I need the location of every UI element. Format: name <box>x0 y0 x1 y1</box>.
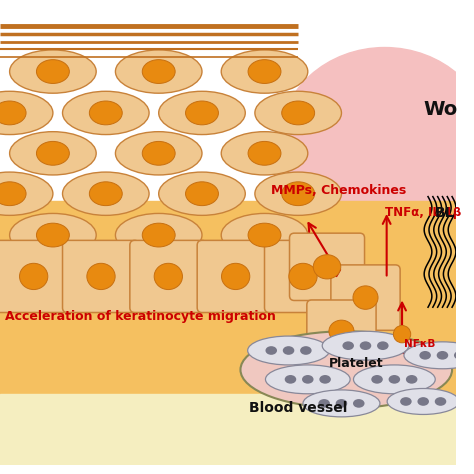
Ellipse shape <box>116 213 202 257</box>
Text: Blood vessel: Blood vessel <box>249 401 347 415</box>
Text: NFκB: NFκB <box>404 339 435 349</box>
Text: Platelet: Platelet <box>328 356 383 370</box>
Ellipse shape <box>285 375 296 383</box>
Ellipse shape <box>142 141 175 165</box>
Text: TNFα, IL-1β: TNFα, IL-1β <box>385 206 461 219</box>
Ellipse shape <box>282 101 315 125</box>
Ellipse shape <box>221 132 308 175</box>
Ellipse shape <box>159 91 245 135</box>
Ellipse shape <box>302 375 314 383</box>
Ellipse shape <box>454 351 465 360</box>
Ellipse shape <box>400 397 412 406</box>
Ellipse shape <box>255 91 341 135</box>
Ellipse shape <box>283 346 294 355</box>
Polygon shape <box>279 312 456 403</box>
Ellipse shape <box>322 331 409 360</box>
Ellipse shape <box>159 172 245 215</box>
Ellipse shape <box>142 223 175 247</box>
Ellipse shape <box>116 50 202 93</box>
Ellipse shape <box>354 365 435 394</box>
Ellipse shape <box>319 399 330 408</box>
Ellipse shape <box>87 263 115 290</box>
FancyBboxPatch shape <box>331 265 400 330</box>
Ellipse shape <box>265 365 350 394</box>
Ellipse shape <box>185 101 219 125</box>
Ellipse shape <box>142 60 175 83</box>
FancyBboxPatch shape <box>197 240 274 312</box>
Ellipse shape <box>63 172 149 215</box>
Text: BL: BL <box>435 206 454 220</box>
Ellipse shape <box>387 389 459 414</box>
Ellipse shape <box>371 375 383 383</box>
Ellipse shape <box>377 341 389 350</box>
Ellipse shape <box>9 213 96 257</box>
Bar <box>298 105 456 317</box>
Ellipse shape <box>221 263 250 290</box>
Ellipse shape <box>248 60 281 83</box>
Ellipse shape <box>221 213 308 257</box>
Ellipse shape <box>329 320 354 342</box>
FancyBboxPatch shape <box>63 240 139 312</box>
Ellipse shape <box>90 101 122 125</box>
Text: MMPs, Chemokines: MMPs, Chemokines <box>271 183 406 197</box>
Ellipse shape <box>313 255 341 279</box>
Ellipse shape <box>342 341 354 350</box>
Ellipse shape <box>282 182 315 206</box>
Ellipse shape <box>36 60 69 83</box>
Ellipse shape <box>240 331 452 408</box>
FancyBboxPatch shape <box>130 240 207 312</box>
Ellipse shape <box>437 351 448 360</box>
Ellipse shape <box>0 101 26 125</box>
Bar <box>0 394 456 465</box>
Bar <box>0 201 456 394</box>
Ellipse shape <box>9 132 96 175</box>
Ellipse shape <box>435 397 447 406</box>
Ellipse shape <box>336 399 347 408</box>
Ellipse shape <box>303 390 380 417</box>
FancyBboxPatch shape <box>264 240 341 312</box>
Ellipse shape <box>116 132 202 175</box>
Ellipse shape <box>0 91 53 135</box>
Ellipse shape <box>248 141 281 165</box>
Ellipse shape <box>248 223 281 247</box>
Ellipse shape <box>255 172 341 215</box>
Ellipse shape <box>360 341 371 350</box>
FancyBboxPatch shape <box>307 300 376 363</box>
FancyBboxPatch shape <box>290 233 365 301</box>
Ellipse shape <box>63 91 149 135</box>
Ellipse shape <box>404 342 474 369</box>
Text: Acceleration of keratinocyte migration: Acceleration of keratinocyte migration <box>5 310 276 323</box>
Ellipse shape <box>265 346 277 355</box>
Ellipse shape <box>393 326 410 343</box>
Ellipse shape <box>19 263 48 290</box>
Ellipse shape <box>300 346 311 355</box>
Ellipse shape <box>319 375 331 383</box>
Ellipse shape <box>0 172 53 215</box>
Ellipse shape <box>90 182 122 206</box>
Ellipse shape <box>289 263 317 290</box>
Ellipse shape <box>221 50 308 93</box>
Ellipse shape <box>353 286 378 310</box>
Ellipse shape <box>353 399 365 408</box>
Ellipse shape <box>419 351 431 360</box>
Ellipse shape <box>248 336 329 365</box>
Ellipse shape <box>0 182 26 206</box>
Bar <box>0 9 308 221</box>
Ellipse shape <box>406 375 418 383</box>
Ellipse shape <box>154 263 182 290</box>
Ellipse shape <box>279 47 474 240</box>
Text: Wo: Wo <box>423 100 457 119</box>
Ellipse shape <box>36 223 69 247</box>
Ellipse shape <box>185 182 219 206</box>
Ellipse shape <box>389 375 400 383</box>
FancyBboxPatch shape <box>0 240 72 312</box>
Ellipse shape <box>9 50 96 93</box>
Ellipse shape <box>418 397 429 406</box>
Ellipse shape <box>36 141 69 165</box>
